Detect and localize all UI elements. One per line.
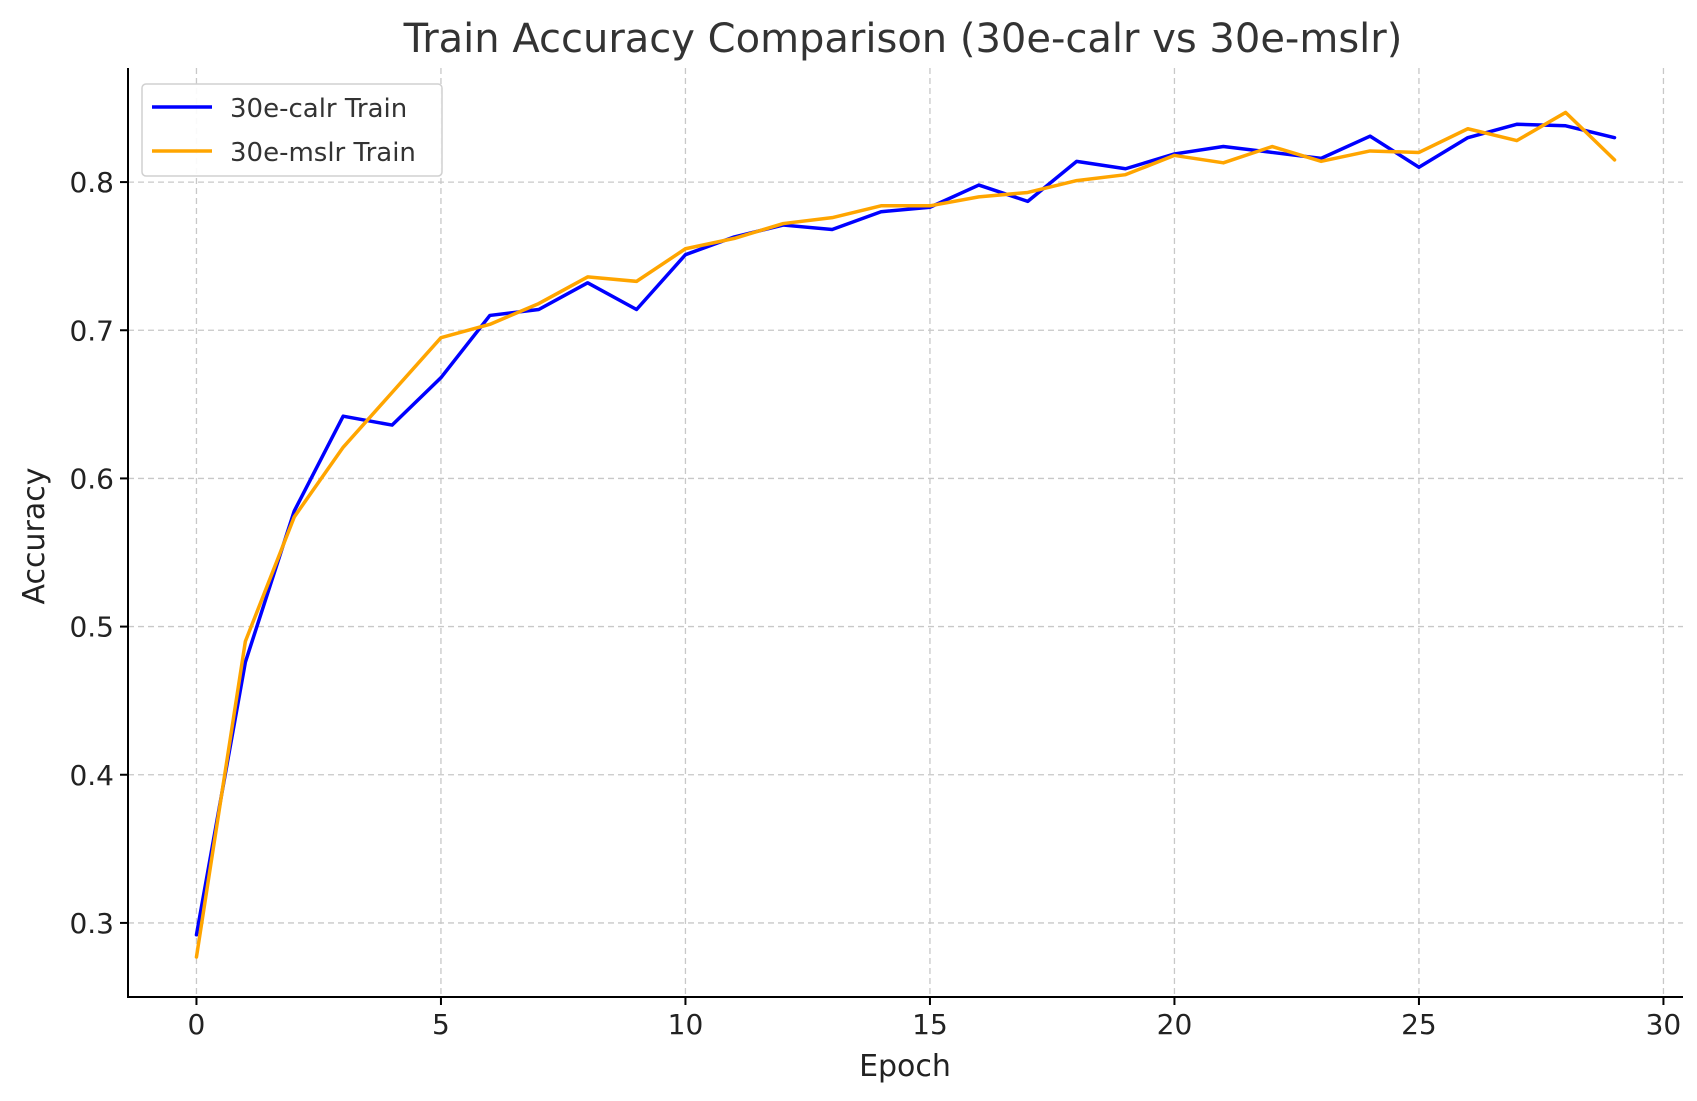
legend: 30e-calr Train 30e-mslr Train: [141, 83, 443, 177]
y-tick-label: 0.7: [69, 314, 114, 347]
legend-label-mslr: 30e-mslr Train: [230, 138, 416, 168]
chart-title: Train Accuracy Comparison (30e-calr vs 3…: [403, 16, 1403, 62]
x-tick-label: 30: [1646, 1008, 1682, 1041]
x-axis-label: Epoch: [859, 1049, 951, 1084]
x-tick-label: 25: [1401, 1008, 1437, 1041]
y-tick-label: 0.5: [69, 611, 114, 644]
series-layer: [194, 110, 1617, 959]
x-tick-label: 0: [188, 1008, 206, 1041]
legend-label-calr: 30e-calr Train: [230, 94, 407, 124]
series-line-calr: [194, 122, 1617, 937]
y-ticks: 0.3 0.4 0.5 0.6 0.7 0.8: [69, 166, 128, 940]
y-tick-label: 0.4: [69, 759, 114, 792]
x-tick-label: 5: [432, 1008, 450, 1041]
series-line-mslr: [194, 110, 1617, 959]
y-axis-label: Accuracy: [17, 468, 52, 605]
x-tick-label: 20: [1157, 1008, 1193, 1041]
grid-layer: [128, 68, 1683, 997]
y-tick-label: 0.6: [69, 462, 114, 495]
legend-box: [141, 83, 443, 177]
x-tick-label: 15: [912, 1008, 948, 1041]
x-tick-label: 10: [668, 1008, 704, 1041]
x-ticks: 0 5 10 15 20 25 30: [188, 997, 1682, 1041]
y-tick-label: 0.8: [69, 166, 114, 199]
y-tick-label: 0.3: [69, 907, 114, 940]
